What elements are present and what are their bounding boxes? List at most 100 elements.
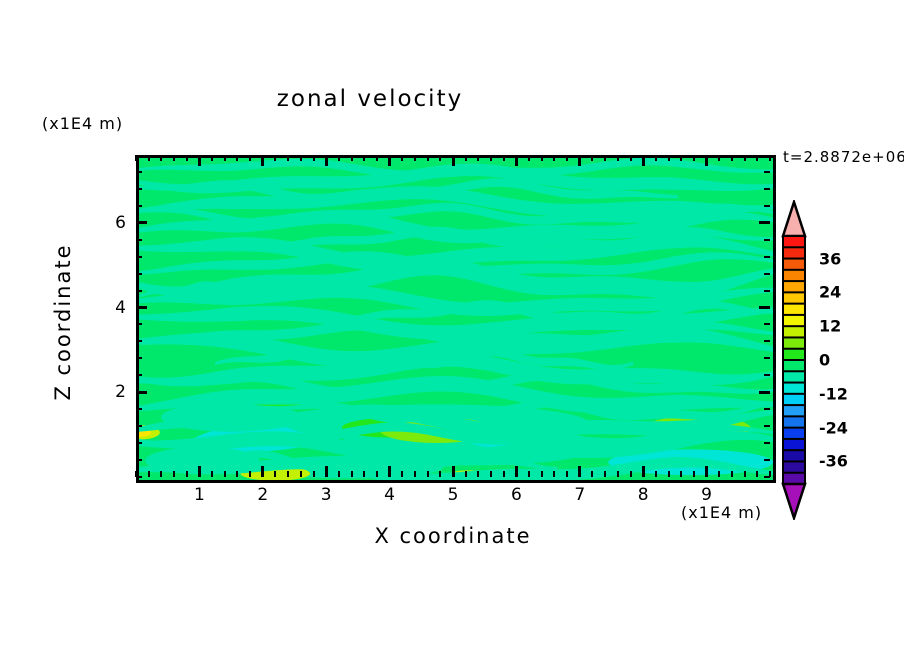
x-major-tick-top: [197, 155, 201, 166]
x-minor-tick: [680, 471, 683, 477]
x-minor-tick: [312, 471, 315, 477]
x-major-tick-top: [641, 155, 645, 166]
time-annotation: t=2.8872e+06: [783, 148, 904, 166]
x-minor-tick: [337, 471, 340, 477]
x-major-tick: [197, 466, 201, 477]
x-minor-tick: [477, 471, 480, 477]
x-minor-tick: [540, 471, 543, 477]
y-minor-tick: [136, 272, 142, 275]
x-minor-tick-top: [211, 155, 214, 161]
x-minor-tick-top: [160, 155, 163, 161]
x-minor-tick-top: [439, 155, 442, 161]
x-minor-tick-top: [490, 155, 493, 161]
y-minor-tick-right: [764, 187, 770, 190]
y-tick-label: 4: [115, 297, 126, 318]
colorbar-tick-label: -36: [819, 451, 848, 471]
x-minor-tick: [692, 471, 695, 477]
y-minor-tick-right: [764, 323, 770, 326]
x-minor-tick: [249, 471, 252, 477]
x-minor-tick: [439, 471, 442, 477]
x-minor-tick-top: [756, 155, 759, 161]
contour-plot-area[interactable]: [136, 155, 776, 483]
x-major-tick-top: [578, 155, 582, 166]
y-minor-tick: [136, 425, 142, 428]
x-minor-tick-top: [249, 155, 252, 161]
x-minor-tick-top: [654, 155, 657, 161]
y-minor-tick-right: [764, 357, 770, 360]
y-minor-tick-right: [764, 238, 770, 241]
x-minor-tick: [718, 471, 721, 477]
x-minor-tick-top: [553, 155, 556, 161]
x-major-tick-top: [451, 155, 455, 166]
x-minor-tick-top: [604, 155, 607, 161]
x-minor-tick: [553, 471, 556, 477]
x-minor-tick-top: [730, 155, 733, 161]
x-minor-tick: [464, 471, 467, 477]
x-minor-tick: [616, 471, 619, 477]
x-tick-label: 6: [510, 485, 522, 505]
x-minor-tick-top: [528, 155, 531, 161]
x-minor-tick: [223, 471, 226, 477]
x-minor-tick: [401, 471, 404, 477]
x-minor-tick-top: [413, 155, 416, 161]
y-minor-tick: [136, 442, 142, 445]
x-major-tick: [388, 466, 392, 477]
x-tick-label: 3: [320, 485, 332, 505]
x-tick-label: 2: [257, 485, 269, 505]
x-minor-tick: [490, 471, 493, 477]
x-tick-label: 1: [193, 485, 205, 505]
x-minor-tick-top: [502, 155, 505, 161]
x-minor-tick-top: [375, 155, 378, 161]
y-minor-tick-right: [764, 204, 770, 207]
y-axis-unit-label: (x1E4 m): [42, 114, 124, 133]
y-tick-label: 2: [115, 382, 126, 403]
x-minor-tick-top: [363, 155, 366, 161]
x-minor-tick-top: [185, 155, 188, 161]
y-major-tick: [136, 306, 147, 310]
x-minor-tick: [591, 471, 594, 477]
y-minor-tick-right: [764, 476, 770, 478]
colorbar-tick-label: -24: [819, 418, 848, 438]
x-minor-tick-top: [223, 155, 226, 161]
y-minor-tick-right: [764, 289, 770, 292]
x-minor-tick-top: [135, 155, 137, 161]
x-major-tick: [261, 466, 265, 477]
x-minor-tick-top: [173, 155, 176, 161]
colorbar[interactable]: 36 24 12 0 -12 -24 -36: [780, 197, 900, 524]
x-minor-tick-top: [401, 155, 404, 161]
x-minor-tick: [502, 471, 505, 477]
page-title: zonal velocity: [276, 86, 464, 112]
x-minor-tick-top: [566, 155, 569, 161]
x-minor-tick: [730, 471, 733, 477]
x-minor-tick: [363, 471, 366, 477]
colorbar-tick-label: 0: [819, 350, 831, 370]
x-minor-tick: [769, 471, 771, 477]
x-minor-tick-top: [769, 155, 771, 161]
x-minor-tick-top: [287, 155, 290, 161]
x-axis-title: X coordinate: [374, 524, 532, 548]
x-minor-tick: [274, 471, 277, 477]
x-major-tick-top: [324, 155, 328, 166]
colorbar-tick-label: 12: [819, 316, 842, 336]
x-major-tick: [578, 466, 582, 477]
y-minor-tick: [136, 459, 142, 462]
y-minor-tick: [136, 204, 142, 207]
x-minor-tick: [426, 471, 429, 477]
y-minor-tick-right: [764, 459, 770, 462]
y-minor-tick-right: [764, 408, 770, 411]
x-minor-tick-top: [540, 155, 543, 161]
x-tick-label: 9: [701, 485, 713, 505]
x-minor-tick-top: [274, 155, 277, 161]
x-tick-label: 7: [574, 485, 586, 505]
y-major-tick: [136, 390, 147, 394]
colorbar-tick-label: -12: [819, 384, 848, 404]
x-minor-tick-top: [667, 155, 670, 161]
x-minor-tick-top: [299, 155, 302, 161]
x-major-tick-top: [388, 155, 392, 166]
x-minor-tick-top: [426, 155, 429, 161]
y-minor-tick: [136, 476, 142, 478]
y-minor-tick: [136, 323, 142, 326]
x-minor-tick-top: [464, 155, 467, 161]
x-minor-tick: [743, 471, 746, 477]
x-minor-tick-top: [629, 155, 632, 161]
